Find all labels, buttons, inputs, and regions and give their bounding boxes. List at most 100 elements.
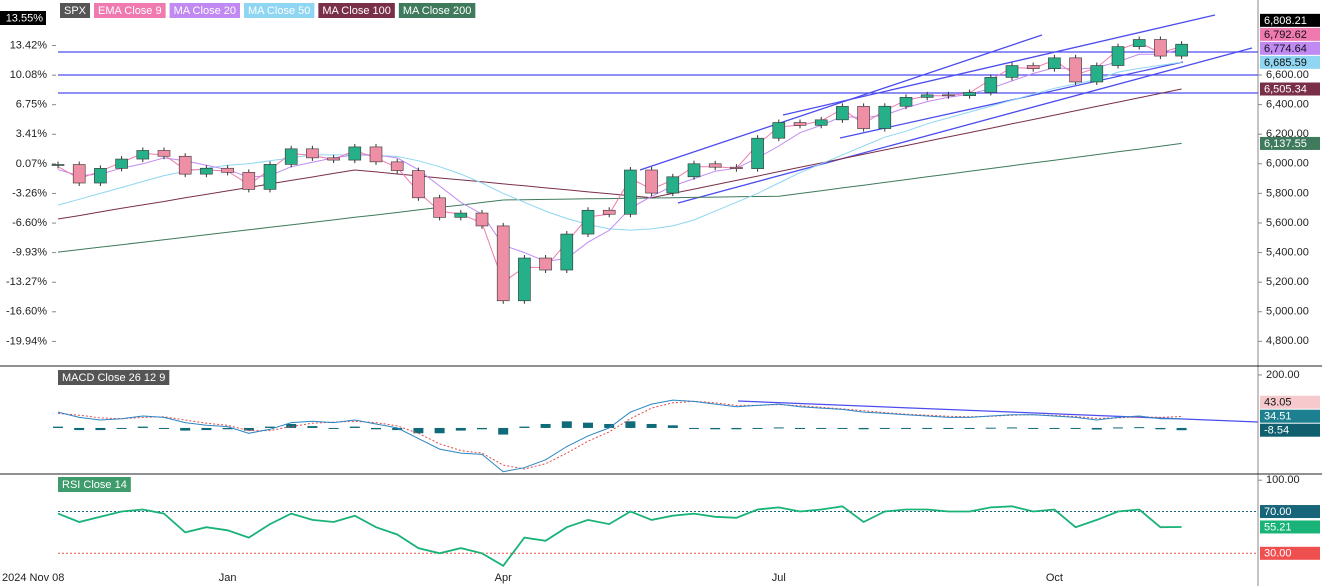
legend-label: MA Close 20 bbox=[174, 5, 236, 17]
trend-line bbox=[782, 14, 1216, 116]
y-tick-label: 200.00 bbox=[1266, 369, 1300, 381]
candle bbox=[51, 164, 65, 166]
candle bbox=[94, 168, 107, 184]
histogram-bar bbox=[53, 426, 63, 428]
candle bbox=[963, 92, 976, 97]
value-tag-label: 34.51 bbox=[1264, 411, 1292, 423]
y2-tick-label: -13.27% bbox=[6, 276, 47, 288]
histogram-bar bbox=[540, 423, 551, 428]
candle bbox=[814, 119, 828, 126]
legend-chip bbox=[318, 3, 395, 18]
candle bbox=[433, 197, 446, 218]
y-tick-label: 6,400.00 bbox=[1266, 99, 1309, 111]
histogram-bar bbox=[222, 427, 233, 430]
candle bbox=[730, 166, 743, 169]
histogram-bar bbox=[837, 427, 848, 429]
value-tag bbox=[1260, 13, 1320, 27]
histogram-bar bbox=[74, 427, 85, 431]
x-tick-label: Jul bbox=[772, 572, 786, 584]
candle bbox=[496, 225, 510, 302]
y2-tick-label: 3.41% bbox=[16, 128, 47, 140]
histogram-bar bbox=[477, 427, 487, 430]
histogram-bar bbox=[371, 427, 381, 430]
histogram-bar bbox=[583, 422, 593, 428]
x-tick-label: Jan bbox=[219, 572, 237, 584]
histogram-bar bbox=[1028, 427, 1039, 429]
histogram-bar bbox=[1155, 427, 1166, 430]
candle bbox=[1048, 57, 1061, 69]
candle bbox=[602, 209, 616, 215]
histogram-bar bbox=[159, 427, 169, 429]
x-tick-label: 2024 Nov 08 bbox=[2, 572, 64, 584]
histogram-bar bbox=[519, 426, 530, 428]
candle bbox=[984, 77, 998, 93]
value-tag-label: -8.54 bbox=[1264, 425, 1289, 437]
histogram-bar bbox=[1070, 427, 1081, 429]
ma-line bbox=[57, 61, 1182, 231]
candle bbox=[1175, 43, 1188, 57]
candle bbox=[751, 137, 764, 169]
y-tick-label: 4,800.00 bbox=[1266, 335, 1309, 347]
value-tag bbox=[1260, 409, 1320, 423]
legend-chip bbox=[398, 3, 476, 18]
value-tag bbox=[1260, 27, 1320, 41]
legend-label: MA Close 200 bbox=[403, 5, 471, 17]
candle bbox=[539, 257, 552, 271]
histogram-bar bbox=[773, 427, 784, 429]
y-tick-label: 6,000.00 bbox=[1266, 158, 1309, 170]
value-tag bbox=[1260, 505, 1320, 519]
change-tag-label: 13.55% bbox=[6, 12, 44, 24]
histogram-bar bbox=[286, 423, 297, 428]
y2-tick-label: 0.07% bbox=[16, 158, 47, 170]
candle bbox=[72, 164, 86, 184]
candle bbox=[687, 163, 701, 178]
histogram-bar bbox=[710, 427, 721, 430]
value-tag-label: 6,792.62 bbox=[1264, 29, 1307, 41]
candle bbox=[1005, 65, 1019, 78]
legend-chip bbox=[94, 3, 166, 18]
histogram-bar bbox=[265, 426, 275, 428]
histogram-bar bbox=[498, 427, 509, 435]
candle bbox=[581, 209, 595, 235]
candle bbox=[454, 212, 468, 218]
candle bbox=[772, 122, 786, 139]
value-tag bbox=[1260, 520, 1320, 534]
histogram-bar bbox=[731, 427, 742, 430]
histogram-bar bbox=[985, 427, 996, 429]
candle bbox=[136, 150, 150, 160]
candle bbox=[836, 106, 849, 121]
candle bbox=[624, 169, 637, 215]
candle bbox=[221, 167, 234, 173]
y2-tick-label: -9.93% bbox=[12, 247, 47, 259]
histogram-bar bbox=[392, 427, 403, 431]
histogram-bar bbox=[816, 427, 827, 429]
histogram-bar bbox=[243, 427, 254, 431]
candle bbox=[348, 146, 362, 161]
value-tag bbox=[1260, 136, 1320, 150]
signal-line bbox=[57, 400, 1182, 470]
histogram-bar bbox=[561, 421, 572, 428]
candle bbox=[242, 172, 256, 190]
candle bbox=[920, 94, 934, 98]
candle bbox=[878, 105, 892, 129]
drawings bbox=[58, 14, 1259, 423]
candle bbox=[115, 158, 128, 169]
value-tag-label: 6,505.34 bbox=[1264, 83, 1307, 95]
candle bbox=[475, 212, 489, 227]
legend-label: MA Close 100 bbox=[322, 5, 390, 17]
y-tick-label: 100.00 bbox=[1266, 474, 1300, 486]
legend-chip bbox=[58, 477, 131, 492]
legend-chip bbox=[60, 3, 91, 18]
candle bbox=[1111, 46, 1125, 66]
candle bbox=[793, 122, 807, 126]
value-tag-label: 6,137.55 bbox=[1264, 138, 1307, 150]
value-tag bbox=[1260, 82, 1320, 96]
histogram-bar bbox=[604, 423, 615, 428]
candle bbox=[1026, 65, 1040, 69]
macd-line bbox=[57, 399, 1182, 473]
histogram-bar bbox=[307, 426, 318, 428]
histogram-bar bbox=[879, 427, 890, 429]
value-tag-label: 55.21 bbox=[1264, 521, 1292, 533]
candle bbox=[560, 233, 574, 271]
